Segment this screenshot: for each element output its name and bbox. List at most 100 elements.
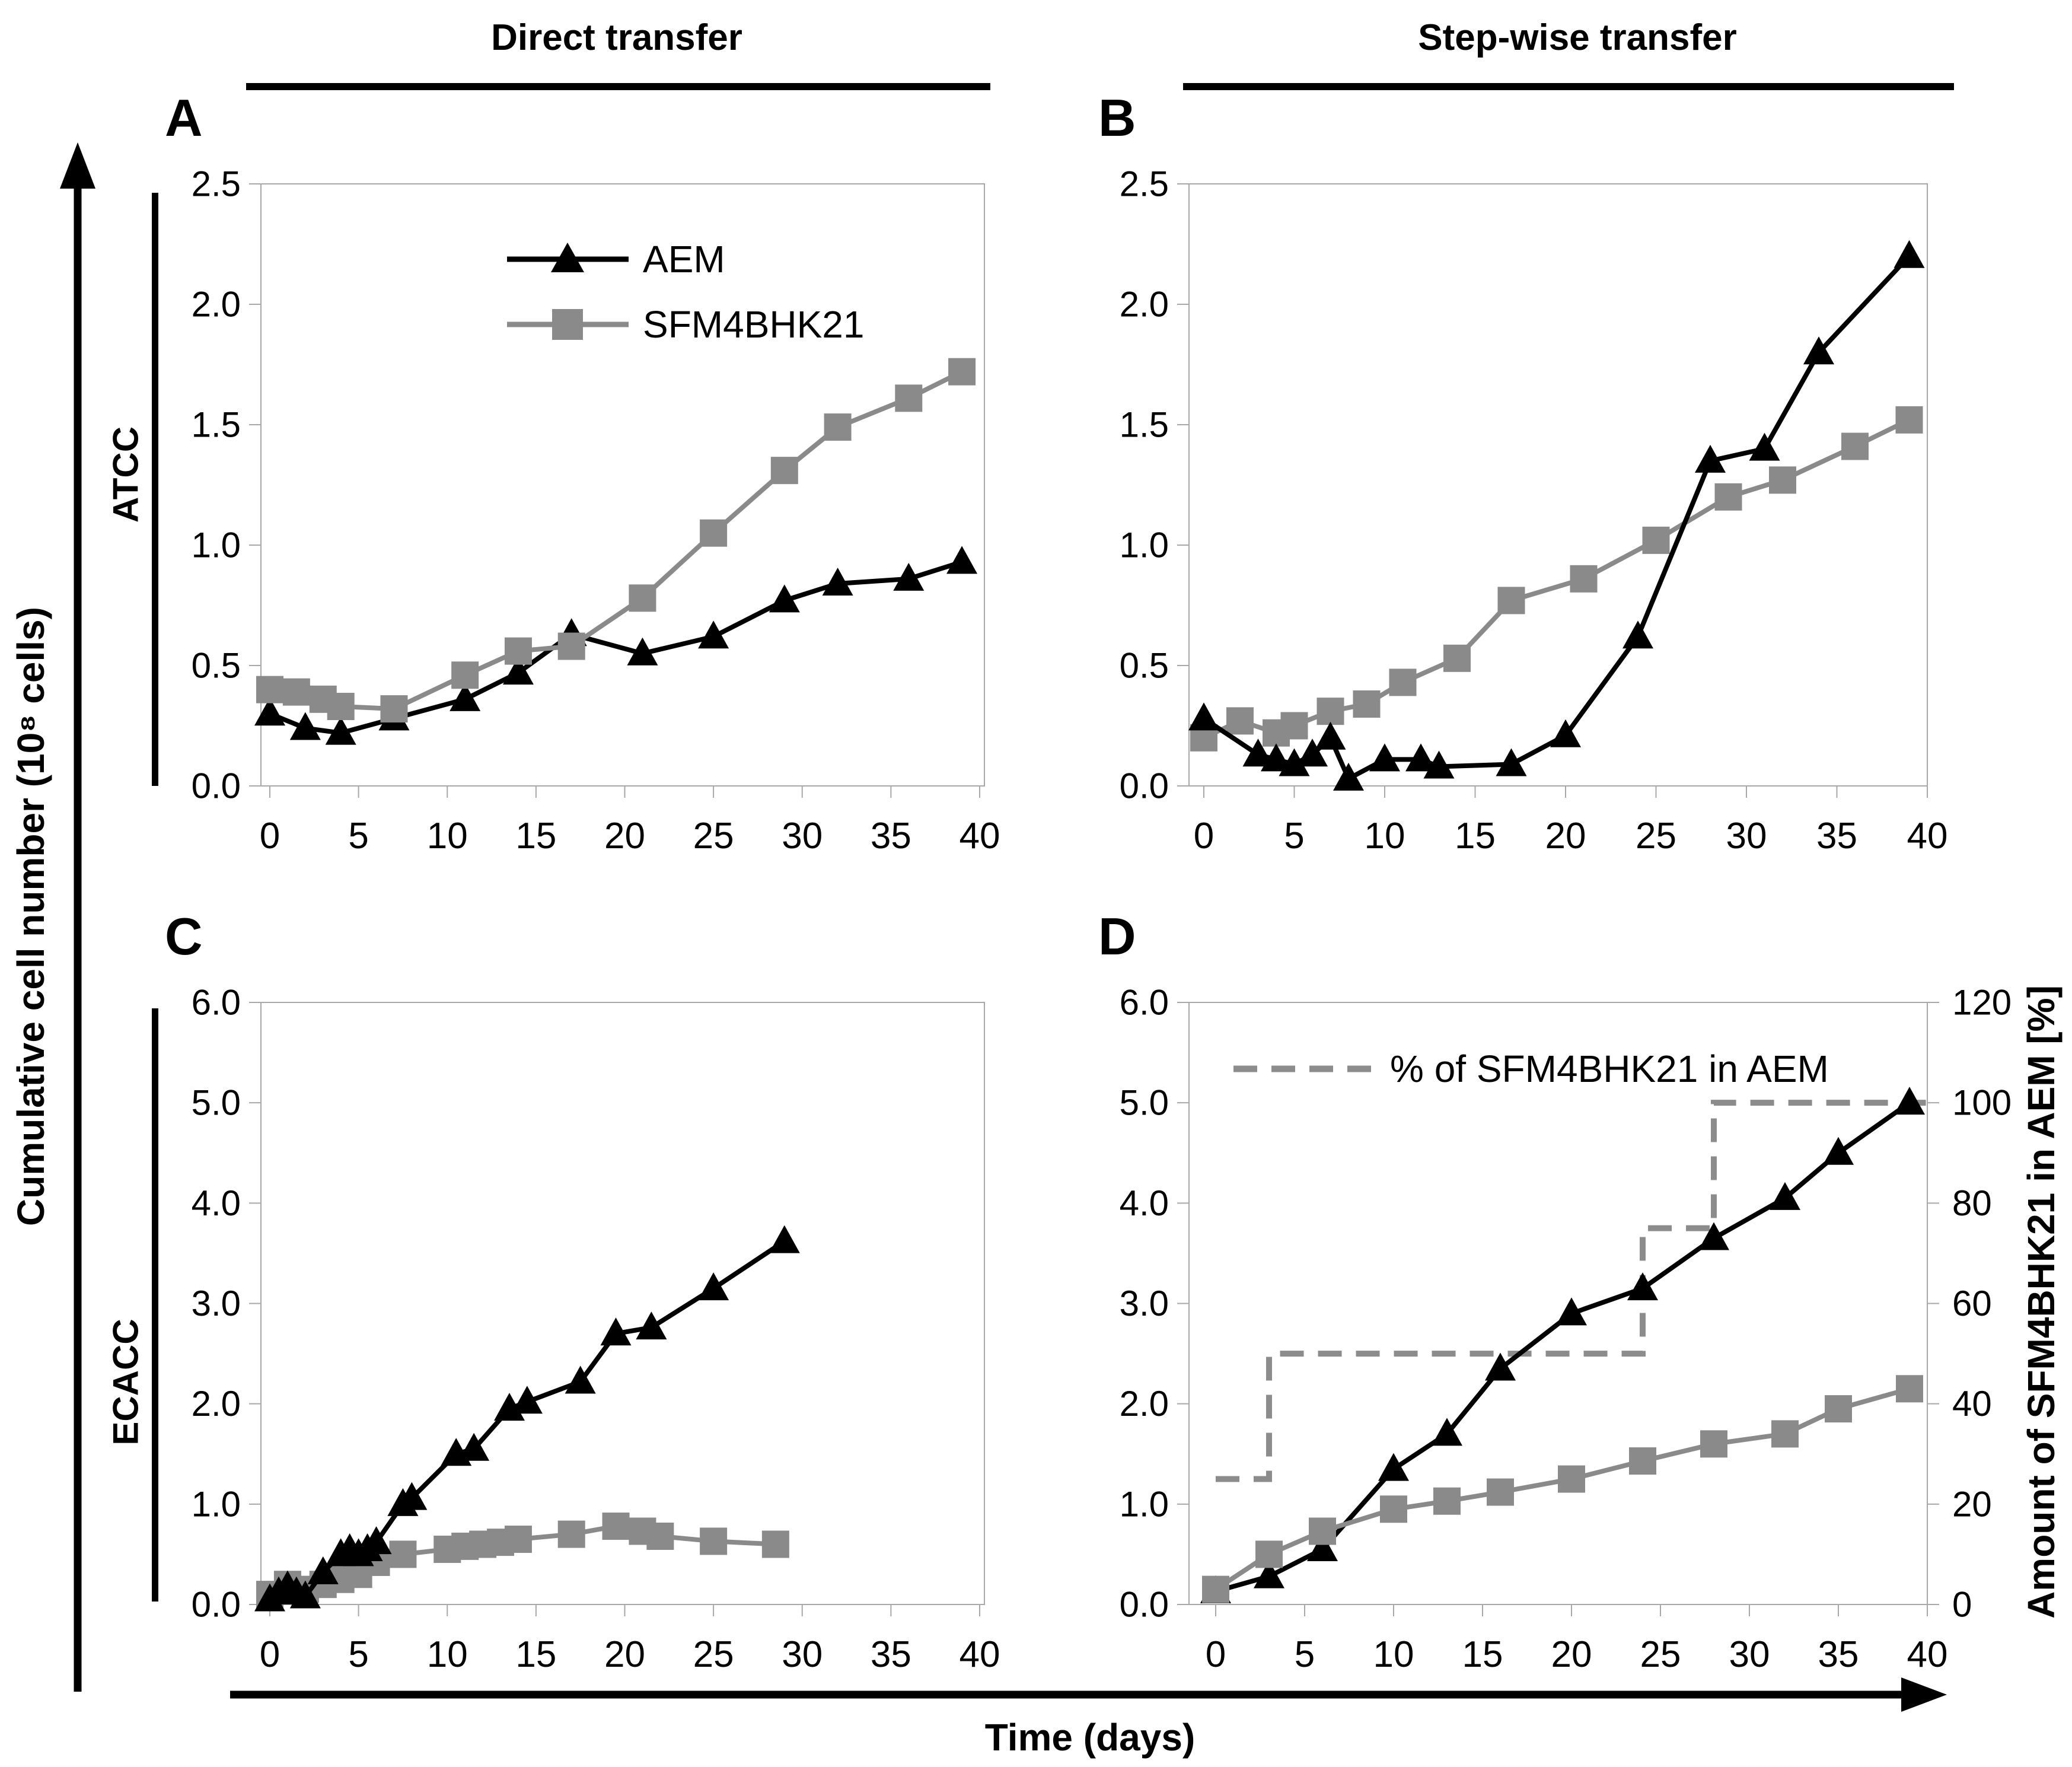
x-tick-label: 0 xyxy=(260,816,280,857)
marker-triangle xyxy=(450,683,481,711)
marker-triangle xyxy=(893,562,925,591)
x-tick-label: 20 xyxy=(1551,1634,1592,1675)
x-axis-B: 0 5 10 15 20 25 30 35 40 xyxy=(1194,786,1947,857)
marker-square xyxy=(948,358,976,386)
legend-panel-d: % of SFM4BHK21 in AEM xyxy=(1233,1047,1829,1091)
row-bar-ecacc xyxy=(152,1008,158,1602)
y-tick-label: 5.0 xyxy=(192,1083,241,1123)
x-tick-label: 25 xyxy=(1640,1634,1681,1675)
right-tick-label: 100 xyxy=(1952,1083,2012,1123)
plot-frame-A xyxy=(260,183,985,787)
panel-label-d: D xyxy=(1098,907,1136,966)
series-aem-A xyxy=(254,546,978,745)
marker-triangle xyxy=(254,698,285,726)
marker-triangle xyxy=(1485,1352,1516,1381)
marker-square xyxy=(1389,668,1417,696)
marker-triangle xyxy=(1627,1272,1658,1301)
marker-triangle xyxy=(458,1432,490,1461)
marker-square xyxy=(646,1522,674,1550)
header-rule-right xyxy=(1183,83,1954,90)
marker-triangle xyxy=(636,1311,667,1340)
y-tick-label: 5.0 xyxy=(1120,1083,1169,1123)
x-axis-C: 0 5 10 15 20 25 30 35 40 xyxy=(260,1604,1000,1675)
x-tick-label: 35 xyxy=(1818,1634,1859,1675)
y-tick-label: 1.0 xyxy=(1120,526,1169,565)
marker-triangle xyxy=(1242,738,1274,767)
y-tick-label: 3.0 xyxy=(1120,1284,1169,1323)
x-tick-label: 15 xyxy=(1462,1634,1503,1675)
right-tick-label: 120 xyxy=(1952,983,2012,1023)
plot-frame-B xyxy=(1188,183,1928,787)
marker-square xyxy=(1700,1430,1727,1458)
marker-square xyxy=(1841,432,1869,460)
y-tick-label: 2.0 xyxy=(1120,285,1169,324)
legend-label-pct: % of SFM4BHK21 in AEM xyxy=(1390,1048,1829,1090)
marker-square xyxy=(282,678,310,706)
panel-label-a: A xyxy=(165,88,203,147)
marker-triangle xyxy=(325,717,356,745)
x-tick-label: 15 xyxy=(515,816,556,857)
marker-triangle xyxy=(1695,444,1726,473)
x-tick-label: 30 xyxy=(782,816,823,857)
marker-square xyxy=(504,1526,532,1553)
marker-square xyxy=(700,519,728,547)
marker-triangle xyxy=(511,1386,543,1414)
row-bar-atcc xyxy=(152,193,158,786)
marker-square xyxy=(1825,1395,1852,1423)
marker-square xyxy=(1255,1540,1283,1568)
marker-square xyxy=(1570,565,1598,593)
legend-item-sfm4bhk21: SFM4BHK21 xyxy=(507,303,864,346)
y-tick-label: 0.0 xyxy=(1120,766,1169,806)
y-tick-label: 1.0 xyxy=(192,526,241,565)
marker-square xyxy=(824,413,852,441)
right-axis-D: 0 20 40 60 80 100 120 xyxy=(1927,983,2012,1625)
marker-square xyxy=(1309,1517,1336,1545)
marker-square xyxy=(602,1513,630,1540)
series-sfm4bhk21-B xyxy=(1190,406,1923,752)
series-aem-C xyxy=(254,1225,800,1612)
panel-label-b: B xyxy=(1098,88,1136,147)
y-tick-label: 0.5 xyxy=(192,646,241,686)
marker-square xyxy=(761,1530,789,1558)
marker-square xyxy=(895,384,923,412)
chart-panel-c: 0.0 1.0 2.0 3.0 4.0 5.0 6.0 0 5 10 15 20 25 30 35 40 xyxy=(192,983,1000,1676)
y-tick-label: 2.0 xyxy=(192,285,241,324)
marker-triangle xyxy=(1894,1087,1925,1115)
x-axis-D: 0 5 10 15 20 25 30 35 40 xyxy=(1206,1604,1948,1675)
marker-triangle xyxy=(1333,762,1364,791)
legend-label-sfm4bhk21: SFM4BHK21 xyxy=(643,303,865,346)
x-tick-label: 10 xyxy=(427,1634,468,1675)
y-tick-label: 2.5 xyxy=(192,164,241,204)
marker-triangle xyxy=(698,620,729,649)
marker-triangle xyxy=(769,1225,800,1253)
x-tick-label: 40 xyxy=(1907,1634,1948,1675)
marker-triangle xyxy=(361,1526,392,1555)
marker-square xyxy=(327,693,355,721)
right-tick-label: 60 xyxy=(1952,1284,1992,1323)
x-tick-label: 0 xyxy=(260,1634,280,1675)
d-right-axis-title: Amount of SFM4BHK21 in AEM [%] xyxy=(2020,985,2063,1619)
time-axis-arrow xyxy=(230,1677,1947,1712)
marker-square xyxy=(1714,483,1742,511)
y-axis-title: Cumulative cell number (10⁸ cells) xyxy=(9,607,52,1226)
series-sfm4bhk21-A xyxy=(256,358,976,723)
y-tick-label: 2.0 xyxy=(192,1384,241,1424)
x-axis-title: Time (days) xyxy=(984,1716,1196,1759)
marker-triangle xyxy=(1749,432,1780,461)
x-tick-label: 10 xyxy=(1365,816,1405,857)
right-tick-label: 20 xyxy=(1952,1484,1992,1524)
panel-label-c: C xyxy=(165,907,203,966)
sfm-line-square-icon xyxy=(507,309,629,340)
x-tick-label: 30 xyxy=(782,1634,823,1675)
marker-triangle xyxy=(565,1365,596,1394)
y-tick-label: 0.0 xyxy=(192,766,241,806)
x-tick-label: 5 xyxy=(1284,816,1304,857)
marker-triangle xyxy=(1254,1560,1284,1588)
x-tick-label: 15 xyxy=(1455,816,1496,857)
y-tick-label: 4.0 xyxy=(192,1183,241,1223)
x-tick-label: 20 xyxy=(604,1634,645,1675)
marker-square xyxy=(1353,690,1381,718)
marker-square xyxy=(504,637,532,665)
marker-square xyxy=(256,676,283,703)
right-tick-label: 0 xyxy=(1952,1585,1972,1625)
